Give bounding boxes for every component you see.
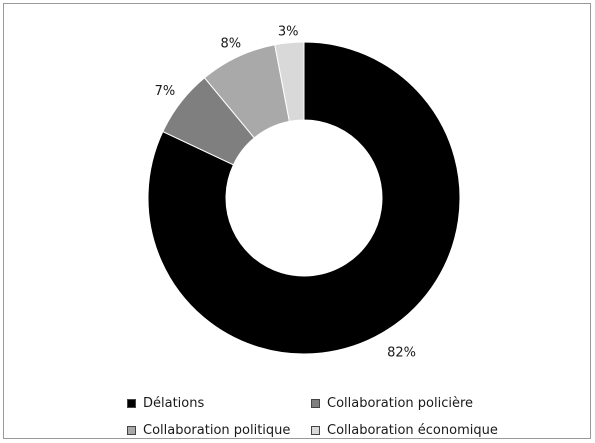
legend-swatch-collaboration-economique [311, 426, 320, 435]
data-label-collaboration-economique: 3% [278, 25, 299, 40]
legend-item-collaboration-economique: Collaboration économique [311, 423, 498, 438]
legend-item-delations: Délations [127, 396, 204, 411]
data-label-delations: 82% [387, 346, 416, 361]
legend-label-delations: Délations [143, 396, 205, 411]
legend-label-collaboration-policiere: Collaboration policière [327, 396, 474, 411]
data-label-collaboration-policiere: 7% [155, 84, 176, 99]
legend-item-collaboration-policiere: Collaboration policière [311, 396, 473, 411]
data-label-collaboration-politique: 8% [220, 36, 241, 51]
legend-swatch-collaboration-policiere [311, 399, 320, 408]
legend-item-collaboration-politique: Collaboration politique [127, 423, 290, 438]
legend-swatch-delations [127, 399, 136, 408]
legend-label-collaboration-politique: Collaboration politique [143, 423, 291, 438]
slice-delations [147, 41, 461, 355]
legend-label-collaboration-economique: Collaboration économique [327, 423, 498, 438]
slice-collaboration-economique [274, 41, 305, 122]
legend-swatch-collaboration-politique [127, 426, 136, 435]
